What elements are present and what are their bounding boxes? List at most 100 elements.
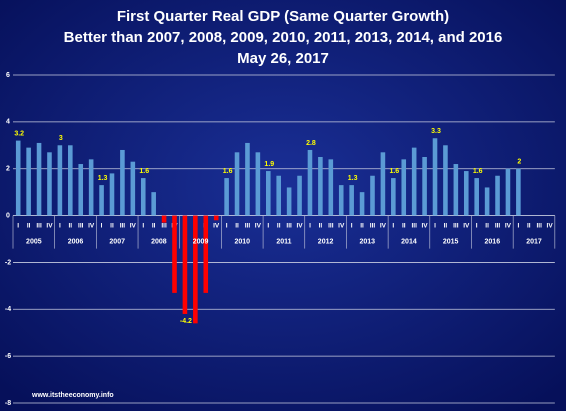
x-tick-label: I — [59, 222, 61, 229]
x-tick-label: III — [161, 222, 167, 229]
bar — [26, 147, 31, 216]
bar — [245, 142, 250, 216]
x-tick-label: I — [17, 222, 19, 229]
bar — [276, 175, 282, 216]
chart-date: May 26, 2017 — [237, 50, 329, 67]
x-tick-label: IV — [46, 222, 53, 229]
bar — [193, 215, 198, 324]
source: www.itstheeconomy.info — [31, 392, 114, 399]
bar — [224, 178, 229, 216]
bar — [255, 152, 261, 216]
y-tick-label: 4 — [6, 119, 10, 126]
data-label: 1.9 — [264, 161, 274, 168]
bar — [380, 152, 386, 216]
x-tick-label: I — [226, 222, 228, 229]
bar — [484, 187, 490, 216]
x-tick-label: III — [78, 222, 84, 229]
x-tick-label: III — [495, 222, 501, 229]
x-tick-label: IV — [255, 222, 262, 229]
year-label: 2016 — [485, 238, 501, 245]
bar — [151, 192, 156, 216]
bar — [88, 159, 94, 216]
bar — [463, 171, 469, 216]
year-label: 2006 — [68, 238, 84, 245]
y-tick-label: 6 — [6, 72, 10, 79]
bar — [68, 145, 73, 216]
bar — [474, 178, 479, 216]
data-label: 1.3 — [348, 175, 358, 182]
x-tick-label: II — [277, 222, 281, 229]
x-tick-label: I — [517, 222, 519, 229]
x-tick-label: III — [120, 222, 126, 229]
x-tick-label: III — [245, 222, 251, 229]
bar — [213, 215, 219, 221]
bar — [505, 168, 511, 216]
x-tick-label: III — [370, 222, 376, 229]
bar — [109, 173, 115, 216]
year-label: 2010 — [234, 238, 250, 245]
bar — [359, 192, 365, 216]
data-label: 3 — [59, 135, 63, 142]
y-tick-label: -8 — [5, 400, 11, 407]
bar — [161, 215, 167, 223]
x-tick-label: IV — [547, 222, 554, 229]
chart-title: First Quarter Real GDP (Same Quarter Gro… — [117, 8, 449, 25]
data-label: 3.2 — [14, 130, 24, 137]
x-tick-label: III — [411, 222, 417, 229]
x-tick-label: IV — [463, 222, 470, 229]
bar — [411, 147, 417, 216]
year-label: 2011 — [276, 238, 291, 245]
x-tick-label: II — [402, 222, 406, 229]
x-tick-label: II — [68, 222, 72, 229]
x-tick-label: II — [152, 222, 156, 229]
x-tick-label: I — [476, 222, 478, 229]
x-tick-label: IV — [88, 222, 95, 229]
x-tick-label: IV — [380, 222, 387, 229]
y-tick-label: -2 — [5, 259, 11, 266]
bar — [47, 152, 52, 216]
bar — [370, 175, 375, 216]
data-label: 1.6 — [139, 168, 149, 175]
year-label: 2014 — [401, 238, 417, 245]
bar — [78, 164, 84, 216]
x-tick-label: III — [36, 222, 42, 229]
bar — [443, 145, 448, 216]
year-label: 2012 — [318, 238, 334, 245]
bar — [422, 157, 427, 216]
year-label: 2005 — [26, 238, 42, 245]
x-tick-label: I — [267, 222, 269, 229]
y-tick-label: 2 — [6, 166, 10, 173]
x-tick-label: I — [434, 222, 436, 229]
data-label: 3.3 — [431, 128, 441, 135]
y-tick-label: -4 — [5, 306, 11, 313]
bar — [234, 152, 240, 216]
bar — [307, 149, 313, 216]
bar — [120, 149, 125, 216]
bar — [182, 215, 188, 314]
x-tick-label: I — [392, 222, 394, 229]
data-label: 1.6 — [473, 168, 483, 175]
bar — [130, 161, 136, 216]
bar — [516, 168, 521, 216]
x-tick-label: II — [485, 222, 489, 229]
x-tick-label: I — [101, 222, 103, 229]
x-tick-label: IV — [213, 222, 220, 229]
data-label: 2.8 — [306, 140, 316, 147]
bar — [432, 138, 438, 216]
y-tick-label: 0 — [6, 212, 10, 219]
bar — [57, 145, 63, 216]
data-label: -4.2 — [180, 318, 192, 325]
x-tick-label: IV — [505, 222, 512, 229]
y-tick-label: -6 — [5, 353, 11, 360]
bar — [297, 175, 302, 216]
bar — [338, 185, 344, 216]
bar — [318, 157, 323, 216]
x-tick-label: IV — [422, 222, 429, 229]
x-tick-label: II — [27, 222, 31, 229]
x-tick-label: I — [142, 222, 144, 229]
x-tick-label: I — [351, 222, 353, 229]
bar — [453, 164, 459, 216]
bar — [391, 178, 396, 216]
